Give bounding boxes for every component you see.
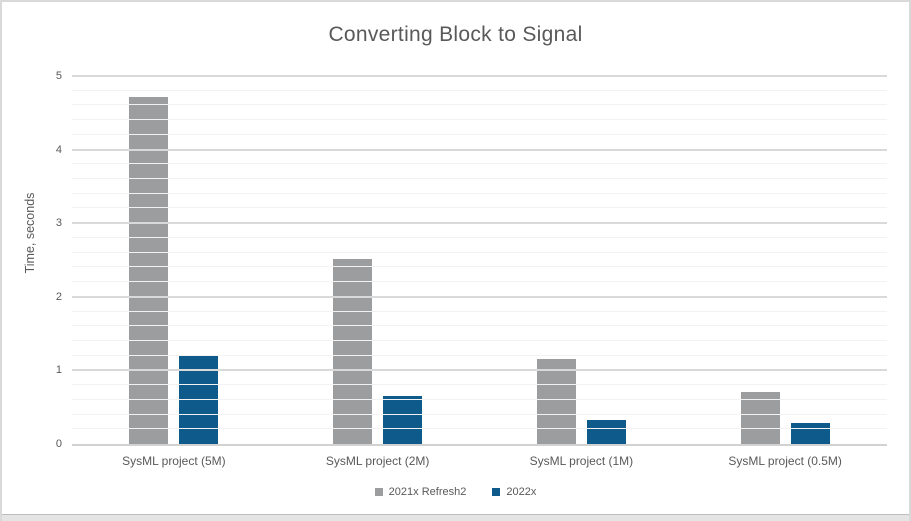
category-label: SysML project (1M) — [529, 454, 634, 468]
minor-gridline — [72, 413, 887, 415]
bar-2022x — [586, 420, 626, 444]
legend-label: 2022x — [506, 486, 537, 498]
minor-gridline — [72, 104, 887, 106]
minor-gridline — [72, 266, 887, 268]
minor-gridline — [72, 119, 887, 121]
bar-group — [72, 76, 276, 444]
bar-groups — [72, 76, 887, 444]
bar-2021x-refresh2 — [333, 259, 373, 444]
bar-2021x-refresh2 — [536, 359, 576, 444]
minor-gridline — [72, 89, 887, 91]
bar-group — [276, 76, 480, 444]
minor-gridline — [72, 354, 887, 356]
legend: 2021x Refresh2 2022x — [2, 486, 909, 498]
major-gridline — [72, 222, 887, 225]
legend-item: 2021x Refresh2 — [374, 486, 467, 498]
minor-gridline — [72, 281, 887, 283]
y-tick-label: 2 — [55, 290, 62, 303]
legend-item: 2022x — [492, 486, 536, 498]
y-axis-ticks: 0 1 2 3 4 5 — [2, 70, 62, 450]
legend-swatch-icon — [492, 488, 501, 496]
bar-group — [683, 76, 887, 444]
bar-2022x — [790, 423, 830, 444]
minor-gridline — [72, 428, 887, 430]
minor-gridline — [72, 251, 887, 253]
major-gridline — [72, 369, 887, 372]
y-tick-label: 1 — [55, 364, 62, 377]
minor-gridline — [72, 310, 887, 312]
y-tick-label: 4 — [55, 143, 62, 156]
category-label: SysML project (5M) — [122, 454, 226, 468]
minor-gridline — [72, 236, 887, 238]
legend-swatch-icon — [374, 488, 383, 496]
minor-gridline — [72, 192, 887, 194]
bar-2022x — [383, 396, 423, 444]
minor-gridline — [72, 163, 887, 165]
category-labels: SysML project (5M) SysML project (2M) SysM… — [72, 454, 887, 468]
major-gridline — [72, 295, 887, 298]
minor-gridline — [72, 133, 887, 135]
minor-gridline — [72, 339, 887, 341]
minor-gridline — [72, 325, 887, 327]
category-label: SysML project (0.5M) — [728, 454, 842, 468]
y-tick-label: 3 — [55, 217, 62, 230]
minor-gridline — [72, 398, 887, 400]
bar-2021x-refresh2 — [740, 392, 780, 444]
bottom-edge-strip — [2, 514, 909, 521]
major-gridline — [72, 75, 887, 77]
category-label: SysML project (2M) — [325, 454, 430, 468]
chart-title: Converting Block to Signal — [328, 23, 583, 46]
bar-group — [480, 76, 684, 444]
plot-area — [72, 75, 887, 446]
minor-gridline — [72, 178, 887, 180]
minor-gridline — [72, 384, 887, 386]
bar-2021x-refresh2 — [129, 97, 169, 444]
minor-gridline — [72, 207, 887, 209]
major-gridline — [72, 148, 887, 151]
y-tick-label: 0 — [55, 438, 62, 450]
legend-label: 2021x Refresh2 — [388, 486, 467, 498]
y-tick-label: 5 — [55, 70, 62, 82]
